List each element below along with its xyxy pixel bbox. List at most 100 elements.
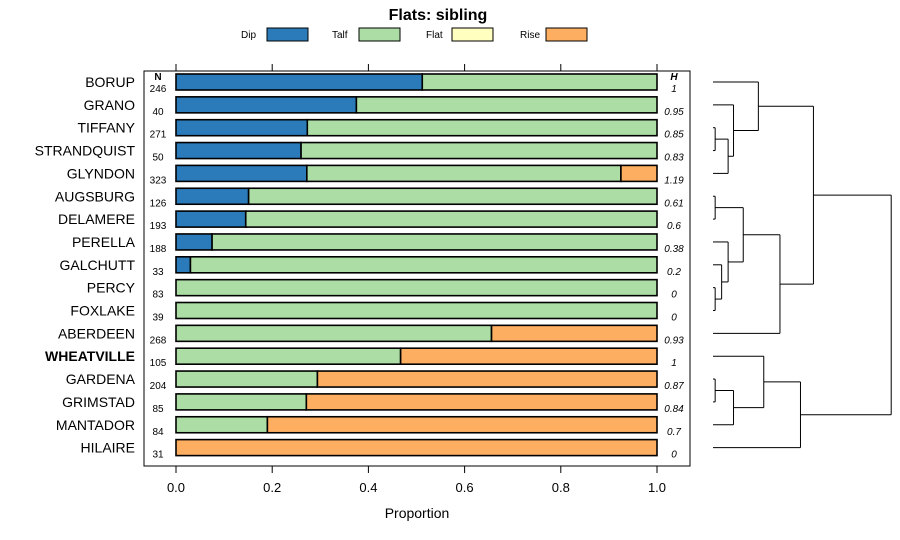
bar-segment-rise — [305, 393, 658, 411]
category-label: GALCHUTT — [60, 257, 136, 273]
bar-segment-talf — [421, 73, 658, 91]
bar-segment-talf — [355, 96, 658, 114]
legend-swatch-dip — [266, 27, 309, 42]
row-gardena: GARDENA 204 0.87 — [66, 370, 684, 392]
bar-segment-rise — [399, 347, 658, 366]
category-label: WHEATVILLE — [45, 348, 135, 364]
bar-segment-talf — [306, 164, 622, 183]
row-glyndon: GLYNDON 323 1.19 — [67, 164, 684, 186]
x-axis-label: Proportion — [385, 505, 450, 521]
bar-segment-talf — [175, 301, 658, 320]
category-label: FOXLAKE — [70, 303, 135, 319]
bar-segment-rise — [316, 370, 658, 388]
legend: Dip Talf Flat Rise — [241, 27, 588, 42]
row-hilaire: HILAIRE 31 0 — [81, 438, 677, 461]
n-value: 83 — [152, 290, 164, 301]
chart-title: Flats: sibling — [389, 7, 488, 24]
h-value: 0.83 — [664, 153, 684, 164]
bar-segment-dip — [175, 118, 309, 137]
x-tick-label: 0.6 — [456, 480, 474, 495]
h-value: 0.95 — [664, 107, 684, 118]
category-label: MANTADOR — [56, 417, 135, 433]
h-column-header: H — [670, 72, 678, 83]
bar-segment-talf — [175, 370, 319, 388]
bar-segment-talf — [175, 415, 269, 434]
bar-segment-rise — [175, 438, 658, 457]
legend-swatch-flat — [451, 27, 494, 42]
category-label: HILAIRE — [81, 440, 135, 456]
x-tick-label: 1.0 — [648, 480, 666, 495]
h-value: 0.84 — [664, 404, 684, 415]
bar-segment-talf — [244, 210, 658, 228]
row-galchutt: GALCHUTT 33 0.2 — [60, 255, 681, 278]
legend-swatch-rise — [545, 27, 588, 42]
h-value: 0 — [671, 290, 677, 301]
legend-label-talf: Talf — [332, 30, 348, 41]
row-foxlake: FOXLAKE 39 0 — [70, 301, 677, 324]
bar-segment-talf — [300, 141, 658, 160]
bar-segment-talf — [247, 187, 658, 206]
row-aberdeen: ABERDEEN 268 0.93 — [58, 324, 684, 346]
row-percy: PERCY 83 0 — [87, 278, 677, 301]
n-value: 204 — [150, 381, 167, 392]
h-value: 0.6 — [667, 221, 681, 232]
n-value: 40 — [152, 107, 164, 118]
bar-segment-dip — [175, 73, 424, 91]
category-label: STRANDQUIST — [35, 143, 136, 159]
bar-segment-talf — [189, 255, 658, 274]
category-label: AUGSBURG — [55, 188, 135, 204]
legend-label-flat: Flat — [426, 30, 443, 41]
bar-segment-talf — [175, 278, 658, 297]
n-value: 193 — [150, 221, 167, 232]
n-value: 268 — [150, 335, 167, 346]
bar-segment-rise — [490, 324, 658, 343]
plot-frame — [143, 70, 691, 467]
bar-segment-dip — [175, 255, 192, 274]
category-label: GARDENA — [66, 371, 136, 387]
n-value: 188 — [150, 244, 167, 255]
bar-segment-dip — [175, 141, 302, 160]
n-value: 50 — [152, 153, 164, 164]
x-tick-label: 0.4 — [359, 480, 377, 495]
row-grano: GRANO 40 0.95 — [84, 96, 684, 118]
bar-segment-dip — [175, 233, 213, 251]
h-value: 0.61 — [664, 198, 683, 209]
h-value: 1 — [671, 84, 677, 95]
h-value: 0 — [671, 450, 677, 461]
bar-segment-talf — [175, 347, 402, 366]
x-tick-label: 0.0 — [167, 480, 185, 495]
bar-segment-dip — [175, 164, 308, 183]
n-value: 33 — [152, 267, 164, 278]
bar-segment-talf — [175, 393, 308, 411]
category-label: GRIMSTAD — [62, 394, 135, 410]
category-label: BORUP — [85, 74, 135, 90]
h-value: 1.19 — [664, 175, 684, 186]
category-label: GRANO — [84, 97, 135, 113]
h-value: 0.7 — [667, 427, 681, 438]
row-wheatville: WHEATVILLE 105 1 — [45, 347, 677, 369]
bar-segment-dip — [175, 187, 250, 206]
category-label: DELAMERE — [58, 211, 135, 227]
n-value: 323 — [150, 175, 167, 186]
h-value: 0.38 — [664, 244, 684, 255]
h-value: 0.2 — [667, 267, 681, 278]
bar-segment-dip — [175, 96, 358, 114]
category-label: ABERDEEN — [58, 325, 135, 341]
legend-label-rise: Rise — [520, 30, 540, 41]
bar-segment-dip — [175, 210, 247, 228]
legend-swatch-talf — [358, 27, 401, 42]
x-tick-label: 0.2 — [263, 480, 281, 495]
bar-segment-rise — [620, 164, 658, 183]
x-axis: 0.0 0.2 0.4 0.6 0.8 1.0 — [167, 64, 666, 495]
n-column-header: N — [154, 72, 161, 83]
category-label: PERCY — [87, 280, 136, 296]
n-value: 105 — [150, 358, 167, 369]
row-perella: PERELLA 188 0.38 — [72, 233, 684, 255]
row-grimstad: GRIMSTAD 85 0.84 — [62, 393, 684, 415]
bar-segment-talf — [306, 118, 658, 137]
n-value: 84 — [152, 427, 164, 438]
category-label: TIFFANY — [77, 120, 135, 136]
h-value: 0.87 — [664, 381, 684, 392]
